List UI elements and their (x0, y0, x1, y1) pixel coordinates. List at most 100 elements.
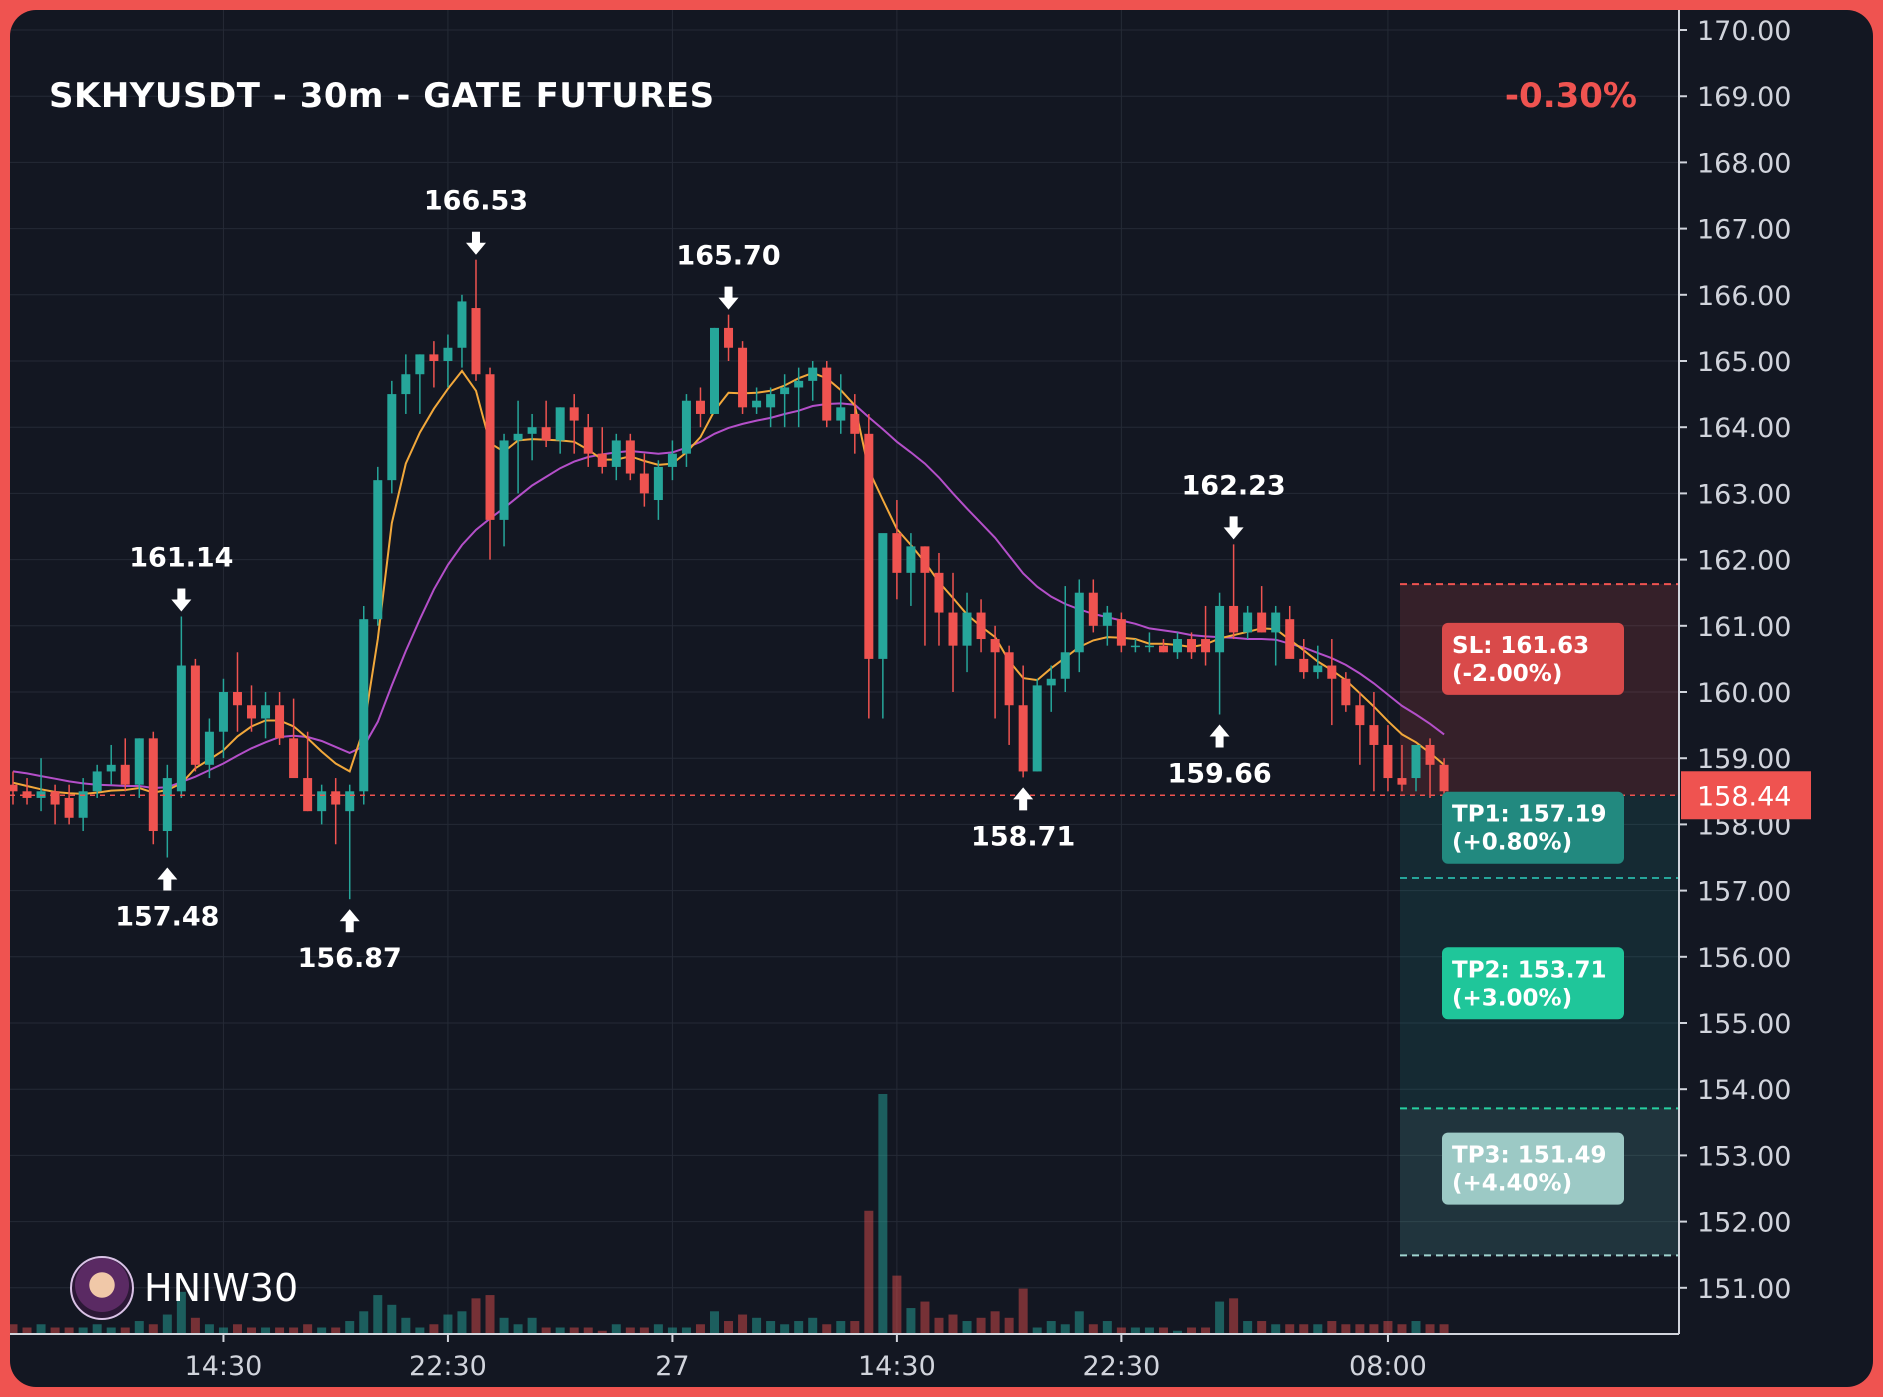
volume-bar (317, 1327, 327, 1334)
candle (1144, 632, 1154, 653)
volume-bar (752, 1317, 762, 1334)
time-tick-label: 22:30 (409, 1351, 487, 1382)
candle-body (204, 731, 214, 765)
candle-body (471, 308, 481, 375)
candle-body (289, 738, 299, 779)
volume-bar (920, 1301, 930, 1334)
price-tick-label: 155.00 (1697, 1009, 1791, 1040)
candle (148, 731, 158, 845)
annotation-arrow-icon (718, 286, 739, 310)
candle (1060, 586, 1070, 692)
price-change: -0.30% (1504, 76, 1637, 116)
volume-bar (1201, 1327, 1211, 1334)
annotation-arrow-icon (171, 588, 192, 612)
candle (794, 367, 804, 428)
price-annotations: 161.14 157.48 156.87 166.53 165.70 158.71 162.… (115, 186, 1285, 974)
candlestick-chart[interactable]: SL: 161.63(-2.00%) TP1: 157.19(+0.80%) TP2… (10, 10, 1873, 1387)
candle (1341, 672, 1351, 712)
volume-bar (1004, 1317, 1014, 1334)
candle-body (934, 572, 944, 613)
candle-body (597, 453, 607, 467)
candle-body (1130, 645, 1140, 648)
candle (597, 427, 607, 474)
candle (738, 341, 748, 414)
chart-title: SKHYUSDT - 30m - GATE FUTURES (49, 76, 715, 116)
candle (681, 394, 691, 467)
candle-body (1215, 605, 1225, 653)
candle (218, 678, 228, 759)
candle (1355, 692, 1365, 765)
candle-body (120, 764, 130, 785)
volume-bar (415, 1327, 425, 1334)
candle (878, 533, 888, 719)
volume-bar (1355, 1324, 1365, 1334)
annotation-label: 156.87 (298, 943, 402, 974)
candle (527, 413, 537, 461)
volume-bar (471, 1298, 481, 1334)
candle (695, 387, 705, 428)
volume-bar (1341, 1324, 1351, 1334)
candle (752, 387, 762, 414)
tp2-pct: (+3.00%) (1452, 985, 1572, 1011)
sl-pct: (-2.00%) (1452, 661, 1562, 687)
candle (289, 698, 299, 779)
candle (162, 764, 172, 858)
volume-bar (667, 1327, 677, 1334)
current-price-tag (1681, 771, 1811, 820)
price-tick-label: 153.00 (1697, 1141, 1791, 1172)
candle-body (415, 354, 425, 375)
price-tick-label: 164.00 (1697, 413, 1791, 444)
candle-body (836, 407, 846, 421)
candle-body (232, 692, 242, 706)
candle (1187, 632, 1197, 659)
candle (710, 327, 719, 414)
candle (1397, 744, 1407, 792)
time-tick-label: 22:30 (1082, 1351, 1160, 1382)
candle-body (1439, 764, 1449, 792)
candle (1116, 612, 1126, 653)
candle-body (22, 791, 32, 798)
volume-bar (836, 1321, 846, 1334)
candle (78, 778, 88, 832)
sl-label-box (1442, 622, 1624, 695)
candle (120, 738, 130, 792)
tp1-label-box (1442, 791, 1624, 864)
volume-bar (611, 1324, 621, 1334)
tp2-label: TP2: 153.71 (1452, 957, 1607, 983)
volume-bar (878, 1094, 888, 1334)
volume-bar (1088, 1324, 1098, 1334)
volume-bar (681, 1327, 691, 1334)
candle (331, 778, 341, 845)
candle (780, 374, 790, 428)
volume-bar (1158, 1327, 1168, 1334)
volume-bar (36, 1324, 46, 1334)
volume-bar (850, 1321, 860, 1334)
price-tick-label: 151.00 (1697, 1274, 1791, 1305)
branding: HNIW30 (70, 1256, 298, 1320)
candle (1172, 632, 1182, 659)
volume-bar (10, 1324, 18, 1334)
candle (934, 552, 944, 646)
candle (1327, 639, 1337, 726)
volume-bar (359, 1311, 369, 1334)
candle-body (681, 400, 691, 454)
candle-body (92, 771, 102, 792)
candle-body (1271, 612, 1281, 633)
candle-body (429, 354, 439, 361)
volume-bar (1187, 1327, 1197, 1334)
volume-bar (331, 1327, 341, 1334)
candle (1130, 639, 1140, 653)
candle-body (317, 791, 327, 812)
candle (401, 354, 411, 414)
candle (836, 374, 846, 434)
volume-bar (724, 1321, 734, 1334)
candle-body (218, 692, 228, 732)
candle-body (303, 778, 313, 812)
volume-bar (218, 1327, 228, 1334)
candle-body (106, 764, 116, 772)
annotation-arrow-icon (465, 231, 486, 255)
level-labels: SL: 161.63(-2.00%) TP1: 157.19(+0.80%) TP2… (1400, 583, 1679, 1257)
candle-body (906, 546, 916, 573)
candle (667, 440, 677, 481)
candle (387, 380, 397, 494)
